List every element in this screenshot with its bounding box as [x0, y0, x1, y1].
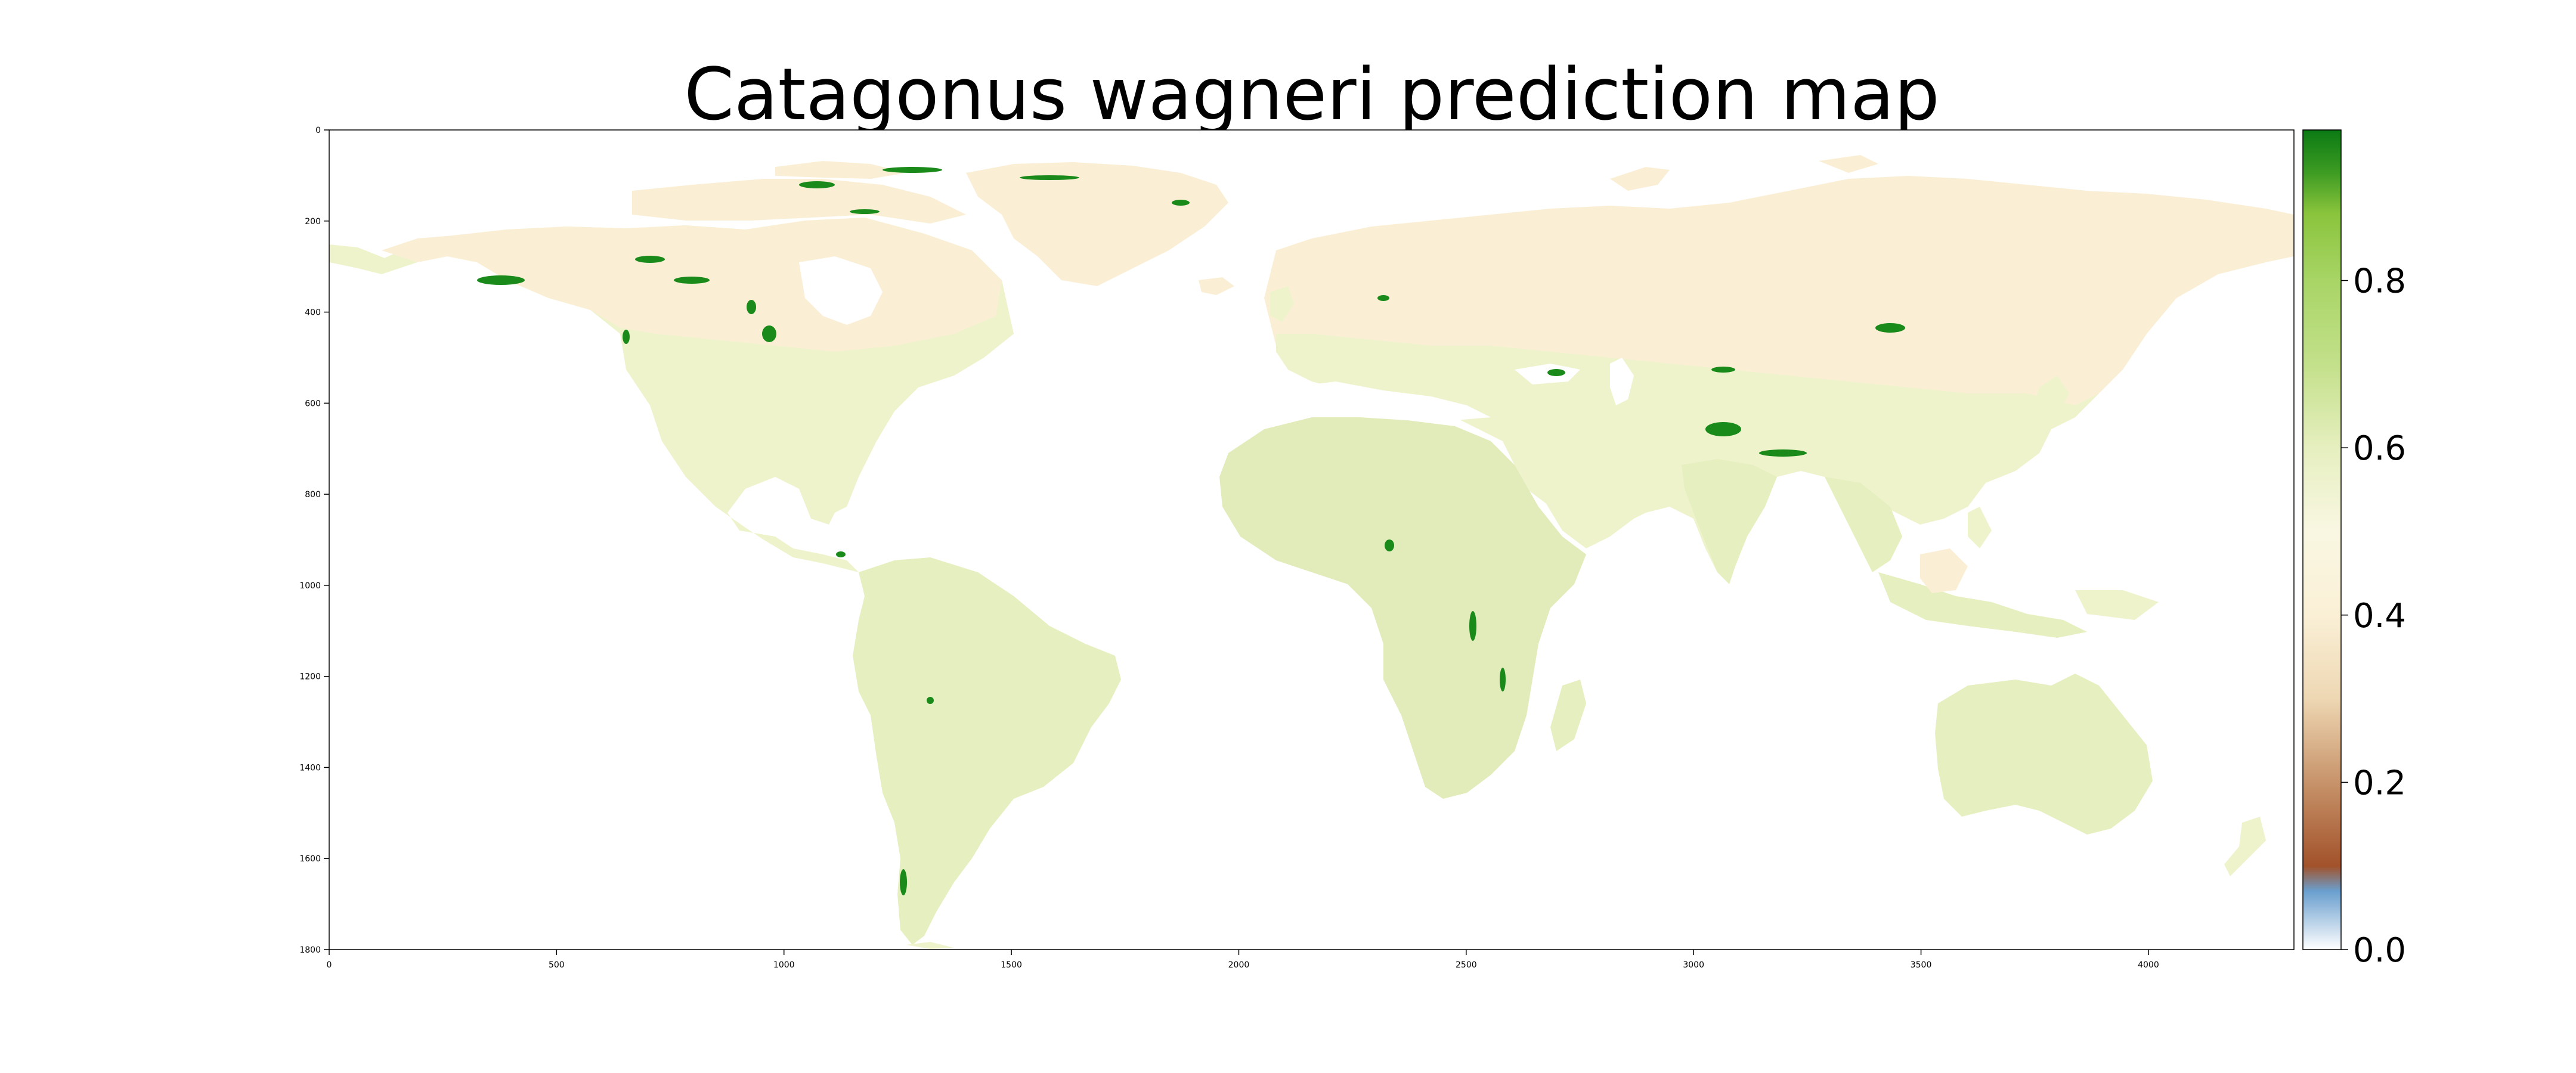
colorbar-gradient — [2302, 129, 2342, 950]
landmass-novaya-zemlya — [1610, 167, 1670, 191]
x-tick-label: 0 — [327, 960, 332, 970]
hotspot-ethiopia — [1385, 539, 1394, 551]
landmass-severnaya-zemlya — [1819, 155, 1878, 173]
y-axis: 0 200 400 600 800 1000 1200 1400 1600 1800 — [299, 126, 329, 955]
colorbar-tick-label: 0.4 — [2353, 597, 2406, 635]
y-tick-label: 600 — [305, 399, 321, 408]
hotspot-rift-2 — [1500, 668, 1506, 691]
water-caspian-sea — [1610, 358, 1634, 405]
hotspot-arctic-1 — [799, 181, 835, 188]
x-tick-label: 3500 — [1911, 960, 1932, 970]
hotspot-altai — [1875, 323, 1905, 333]
colorbar-tick-label: 0.8 — [2353, 262, 2406, 301]
landmass-philippines — [1968, 507, 1992, 548]
landmass-arctic-islands-north — [775, 161, 906, 179]
landmass-borneo — [1920, 548, 1968, 593]
world-map — [329, 130, 2294, 950]
hotspot-arctic-5 — [850, 209, 880, 214]
hotspot-rockies — [623, 330, 630, 344]
hotspot-himalaya-1 — [1705, 422, 1741, 436]
landmass-greenland — [966, 162, 1228, 286]
y-tick-label: 1400 — [299, 763, 321, 773]
hotspot-patagonia — [900, 869, 907, 895]
x-axis: 0 500 1000 1500 2000 2500 3000 3500 4000 — [327, 950, 2159, 970]
hotspot-siberia — [1377, 295, 1389, 301]
landmass-south-america — [853, 557, 1121, 945]
x-tick-label: 2500 — [1456, 960, 1477, 970]
landmass-eurasia-south — [1276, 334, 2099, 572]
hotspot-yukon — [635, 256, 665, 263]
y-tick-label: 1600 — [299, 854, 321, 864]
landmass-australia — [1935, 674, 2153, 835]
x-tick-label: 3000 — [1683, 960, 1704, 970]
landmass-alaska-west — [329, 244, 388, 265]
landmass-iceland — [1199, 277, 1234, 295]
hotspot-arctic-4 — [1172, 200, 1190, 206]
colorbar-ticks: 0.0 0.2 0.4 0.6 0.8 — [2341, 262, 2406, 970]
hotspot-andes — [927, 697, 934, 704]
hotspot-canada-1 — [674, 277, 710, 284]
landmass-japan — [2027, 376, 2069, 429]
landmass-africa — [1219, 417, 1586, 799]
colorbar: 0.0 0.2 0.4 0.6 0.8 — [2302, 129, 2406, 970]
y-tick-label: 200 — [305, 217, 321, 227]
landmass-southeast-asia — [1825, 477, 1902, 572]
landmass-new-guinea — [2075, 590, 2159, 620]
water-mediterranean — [1288, 382, 1491, 420]
landmass-arabia — [1527, 447, 1646, 548]
x-tick-label: 4000 — [2138, 960, 2159, 970]
landmass-antarctica-edge — [906, 942, 954, 949]
hotspot-rift-1 — [1469, 611, 1476, 641]
landmass-india — [1682, 459, 1777, 584]
y-tick-label: 400 — [305, 308, 321, 318]
hotspot-arctic-2 — [883, 167, 942, 173]
water-black-sea — [1515, 364, 1580, 384]
x-tick-label: 1500 — [1001, 960, 1022, 970]
hotspot-tianshan — [1711, 367, 1735, 373]
x-tick-label: 500 — [549, 960, 565, 970]
x-tick-label: 2000 — [1228, 960, 1250, 970]
landmass-madagascar — [1550, 680, 1586, 751]
hotspot-group — [477, 167, 1905, 895]
chart-title: Catagonus wagneri prediction map — [684, 54, 1940, 137]
landmass-new-zealand — [2224, 817, 2266, 876]
colorbar-tick-label: 0.0 — [2353, 931, 2406, 970]
y-tick-label: 1200 — [299, 672, 321, 682]
hotspot-arctic-3 — [1020, 175, 1079, 180]
colorbar-tick-label: 0.6 — [2353, 429, 2406, 468]
y-tick-label: 1000 — [299, 581, 321, 591]
y-tick-label: 1800 — [299, 945, 321, 955]
landmass-scandinavia — [1336, 235, 1431, 310]
hotspot-himalaya-2 — [1759, 449, 1807, 457]
hotspot-alaska — [477, 275, 525, 285]
hotspot-canada-2 — [747, 300, 756, 314]
water-hudson-bay — [799, 256, 883, 325]
y-tick-label: 800 — [305, 490, 321, 500]
y-tick-label: 0 — [315, 126, 321, 135]
map-frame — [329, 129, 2295, 950]
colorbar-tick-label: 0.2 — [2353, 764, 2406, 802]
landmass-british-isles — [1270, 286, 1294, 322]
hotspot-caucasus — [1547, 369, 1565, 376]
x-tick-label: 1000 — [773, 960, 795, 970]
hotspot-central-america — [836, 551, 846, 557]
hotspot-canada-3 — [762, 325, 776, 342]
landmass-arctic-archipelago — [632, 179, 966, 224]
